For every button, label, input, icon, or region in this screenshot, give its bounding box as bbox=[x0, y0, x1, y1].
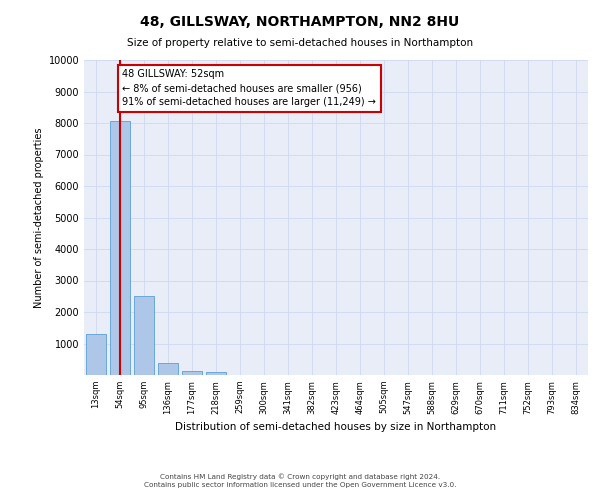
Bar bbox=[110, 122, 130, 375]
Bar bbox=[206, 372, 226, 375]
Bar bbox=[158, 363, 178, 375]
Y-axis label: Number of semi-detached properties: Number of semi-detached properties bbox=[34, 127, 44, 308]
Text: 48 GILLSWAY: 52sqm
← 8% of semi-detached houses are smaller (956)
91% of semi-de: 48 GILLSWAY: 52sqm ← 8% of semi-detached… bbox=[122, 70, 376, 108]
Text: Size of property relative to semi-detached houses in Northampton: Size of property relative to semi-detach… bbox=[127, 38, 473, 48]
Bar bbox=[182, 371, 202, 375]
Bar bbox=[86, 334, 106, 375]
Text: Contains HM Land Registry data © Crown copyright and database right 2024.
Contai: Contains HM Land Registry data © Crown c… bbox=[144, 474, 456, 488]
Text: 48, GILLSWAY, NORTHAMPTON, NN2 8HU: 48, GILLSWAY, NORTHAMPTON, NN2 8HU bbox=[140, 15, 460, 29]
X-axis label: Distribution of semi-detached houses by size in Northampton: Distribution of semi-detached houses by … bbox=[175, 422, 497, 432]
Bar bbox=[134, 296, 154, 375]
